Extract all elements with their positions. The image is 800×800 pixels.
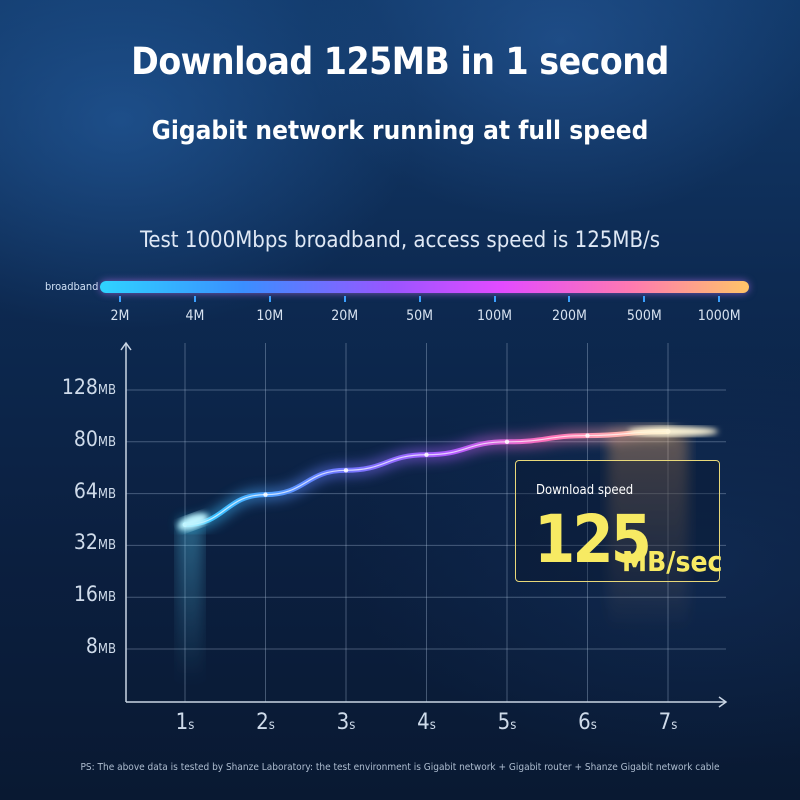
y-tick-value: 32 [73, 530, 98, 555]
y-tick-value: 128 [61, 375, 98, 399]
y-tick-label: 16MB [0, 582, 116, 606]
x-tick-value: 3 [336, 710, 350, 735]
broadband-tick-label: 1000M [697, 308, 741, 324]
broadband-tick-label: 500M [626, 308, 662, 324]
curve-end-glow [608, 431, 688, 632]
x-tick-unit: s [268, 718, 275, 733]
y-tick-unit: MB [97, 590, 116, 606]
y-tick-unit: MB [97, 486, 116, 502]
x-axis-arrow [718, 696, 728, 708]
x-tick-label: 1s [155, 710, 215, 735]
curve-end-flare [628, 426, 718, 437]
x-tick-value: 7 [658, 710, 672, 735]
broadband-tick [193, 296, 196, 302]
x-tick-label: 4s [397, 710, 457, 735]
x-tick-label: 5s [477, 710, 537, 735]
data-point [343, 468, 349, 473]
broadband-tick [568, 296, 571, 302]
test-description: Test 1000Mbps broadband, access speed is… [139, 228, 661, 253]
x-tick-label: 7s [638, 710, 698, 735]
y-tick-label: 64MB [0, 479, 116, 503]
x-tick-value: 1 [175, 710, 189, 735]
broadband-gradient-bar [100, 281, 749, 293]
x-tick-unit: s [349, 718, 356, 733]
x-tick-label: 6s [558, 710, 618, 735]
x-tick-unit: s [510, 718, 517, 733]
y-tick-unit: MB [97, 383, 116, 398]
broadband-tick-label: 4M [185, 308, 205, 324]
page-title: Download 125MB in 1 second [131, 40, 669, 83]
y-tick-unit: MB [97, 642, 116, 657]
y-tick-label: 128MB [0, 375, 116, 399]
y-tick-value: 16 [73, 582, 98, 607]
y-tick-unit: MB [97, 434, 116, 450]
data-point [424, 452, 429, 457]
download-speed-value: 125 [534, 501, 652, 578]
broadband-tick-label: 50M [406, 308, 434, 324]
page-subtitle: Gigabit network running at full speed [151, 116, 649, 146]
curve-start-flare [177, 513, 209, 531]
y-tick-label: 32MB [0, 530, 116, 554]
x-tick-value: 4 [417, 710, 430, 735]
y-tick-value: 8 [85, 634, 98, 658]
broadband-label: broadband [45, 280, 99, 293]
broadband-tick-label: 20M [331, 308, 359, 324]
y-tick-value: 80 [73, 426, 98, 451]
x-tick-value: 2 [256, 710, 269, 735]
broadband-tick [418, 296, 421, 302]
broadband-tick [119, 296, 121, 302]
x-tick-label: 3s [316, 710, 376, 735]
y-tick-value: 64 [73, 478, 98, 503]
broadband-tick [343, 296, 346, 302]
data-point [504, 439, 510, 444]
broadband-tick-label: 200M [551, 308, 587, 324]
footnote: PS: The above data is tested by Shanze L… [80, 762, 720, 773]
broadband-tick [493, 296, 496, 302]
y-axis-arrow [120, 341, 132, 351]
broadband-tick [643, 296, 646, 302]
y-tick-unit: MB [97, 538, 116, 554]
y-tick-label: 8MB [0, 634, 116, 658]
x-tick-unit: s [590, 718, 597, 733]
broadband-tick [718, 296, 721, 302]
download-speed-box: Download speed 125 MB/sec [515, 460, 723, 582]
broadband-tick-label: 2M [110, 308, 130, 324]
x-tick-label: 2s [236, 710, 296, 735]
x-tick-value: 5 [497, 710, 511, 735]
x-tick-value: 6 [578, 710, 591, 735]
curve-start-glow [177, 524, 203, 682]
broadband-tick-label: 100M [477, 308, 512, 324]
download-speed-label: Download speed [536, 483, 634, 498]
data-point [585, 433, 590, 438]
x-tick-unit: s [429, 718, 436, 733]
broadband-tick-label: 10M [256, 308, 284, 324]
download-speed-unit: MB/sec [622, 545, 723, 578]
y-tick-label: 80MB [0, 427, 116, 451]
broadband-tick [268, 296, 271, 302]
data-point [263, 492, 268, 497]
x-tick-unit: s [671, 718, 678, 733]
x-tick-unit: s [188, 718, 195, 733]
